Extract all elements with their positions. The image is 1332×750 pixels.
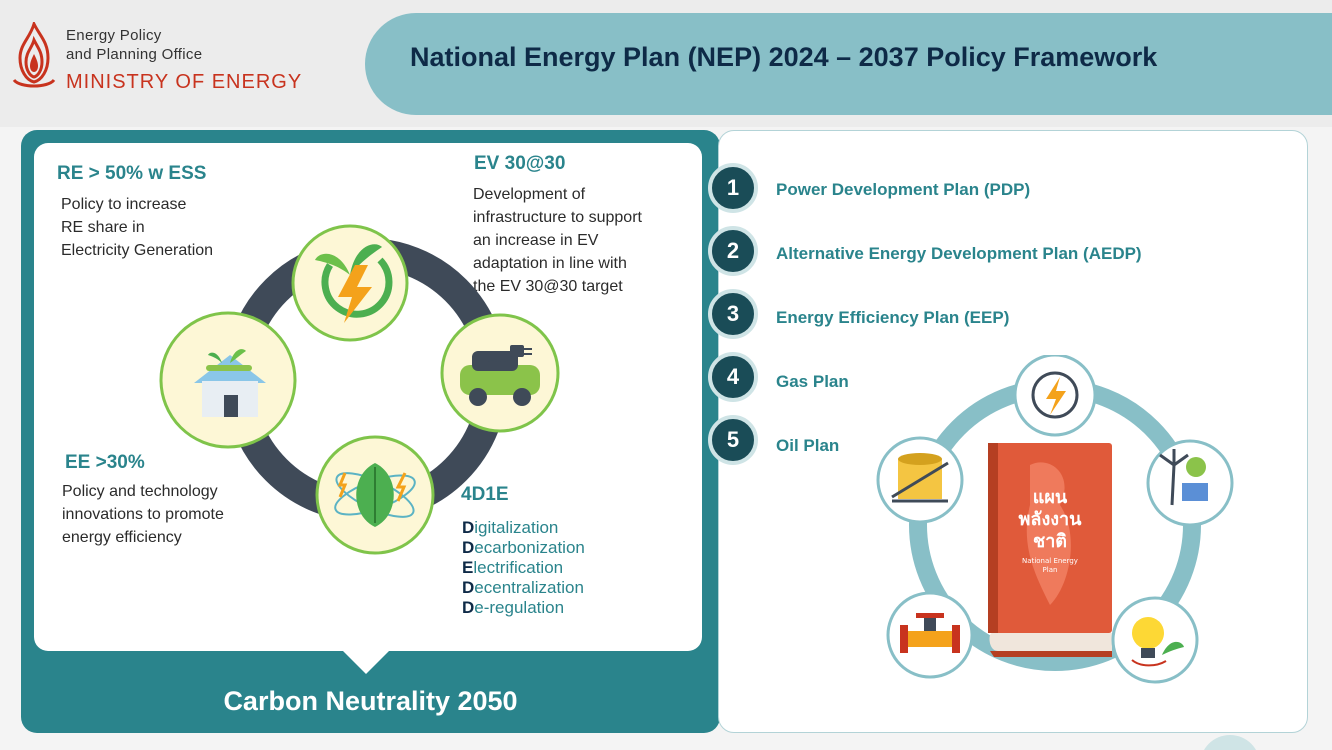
book-thai-title-1: แผน (1033, 487, 1068, 508)
national-energy-plan-diagram: แผน พลังงาน ชาติ National Energy Plan (876, 355, 1234, 684)
ee-line: energy efficiency (62, 529, 182, 546)
d4e-item-initial: D (462, 518, 475, 537)
plan-gas-label: Gas Plan (776, 372, 849, 391)
power-lightning-icon (1013, 355, 1097, 437)
ev-line: adaptation in line with (473, 255, 627, 272)
d4e-item-rest: lectrification (473, 558, 564, 577)
ee-description: Policy and technology innovations to pro… (62, 480, 224, 549)
ev-line: an increase in EV (473, 232, 599, 249)
energy-efficiency-leaf-icon (315, 435, 435, 555)
re-line: Electricity Generation (61, 242, 214, 259)
d4e-item: Decentralization (462, 578, 585, 598)
d4e-item: Digitalization (462, 518, 585, 538)
d4e-heading: 4D1E (461, 484, 509, 505)
plan-aedp-label: Alternative Energy Development Plan (AED… (776, 244, 1142, 263)
wind-solar-icon (1146, 439, 1234, 527)
light-bulb-leaf-icon (1111, 596, 1199, 684)
plan-number-badge: 5 (708, 415, 758, 465)
ee-heading: EE >30% (65, 452, 145, 473)
decorative-corner (1200, 735, 1260, 750)
re-description: Policy to increase RE share in Electrici… (61, 193, 213, 262)
book-english-title-2: Plan (1043, 566, 1058, 574)
org-name-line-2: and Planning Office (66, 46, 203, 63)
renewable-energy-icon (291, 224, 409, 342)
ee-line: Policy and technology (62, 483, 218, 500)
green-house-icon (159, 311, 297, 449)
org-name-line-1: Energy Policy (66, 27, 162, 44)
card-pointer (340, 648, 392, 674)
ministry-name: MINISTRY OF ENERGY (66, 71, 303, 93)
carbon-neutrality-title: Carbon Neutrality 2050 (223, 686, 518, 716)
plan-number-badge: 2 (708, 226, 758, 276)
oil-tank-icon (876, 436, 964, 524)
d4e-item-initial: D (462, 578, 475, 597)
d4e-item: Decarbonization (462, 538, 585, 558)
d4e-item-initial: D (462, 598, 475, 617)
gas-pipe-valve-icon (886, 591, 974, 679)
d4e-item-rest: igitalization (474, 518, 559, 537)
d4e-item-rest: ecarbonization (474, 538, 585, 557)
ev-heading: EV 30@30 (474, 153, 566, 174)
plan-number-badge: 1 (708, 163, 758, 213)
title-banner (365, 13, 1332, 115)
ev-description: Development of infrastructure to support… (473, 183, 642, 298)
ev-line: the EV 30@30 target (473, 278, 623, 295)
book-english-title-1: National Energy (1022, 557, 1078, 565)
re-heading: RE > 50% w ESS (57, 163, 207, 184)
electric-car-icon (440, 313, 560, 433)
d4e-item-initial: E (462, 558, 474, 577)
page-title: National Energy Plan (NEP) 2024 – 2037 P… (410, 42, 1158, 72)
plan-oil-label: Oil Plan (776, 436, 840, 455)
national-energy-plan-book-icon: แผน พลังงาน ชาติ National Energy Plan (988, 443, 1112, 657)
d4e-item: Electrification (462, 558, 585, 578)
d4e-item: De-regulation (462, 598, 585, 618)
plan-number-badge: 4 (708, 352, 758, 402)
d4e-list: Digitalization Decarbonization Electrifi… (462, 518, 585, 618)
d4e-item-rest: ecentralization (474, 578, 584, 597)
plan-number-badge: 3 (708, 289, 758, 339)
re-line: Policy to increase (61, 196, 187, 213)
d4e-item-initial: D (462, 538, 475, 557)
book-thai-title-3: ชาติ (1033, 531, 1067, 552)
plan-eep-label: Energy Efficiency Plan (EEP) (776, 308, 1010, 327)
plan-pdp-label: Power Development Plan (PDP) (776, 180, 1031, 199)
strategy-cycle-diagram (159, 224, 560, 555)
re-line: RE share in (61, 219, 145, 236)
flame-logo-icon (12, 22, 56, 88)
ev-line: infrastructure to support (473, 209, 642, 226)
d4e-item-rest: e-regulation (474, 598, 565, 617)
ev-line: Development of (473, 186, 586, 203)
ee-line: innovations to promote (62, 506, 224, 523)
book-thai-title-2: พลังงาน (1019, 509, 1083, 530)
